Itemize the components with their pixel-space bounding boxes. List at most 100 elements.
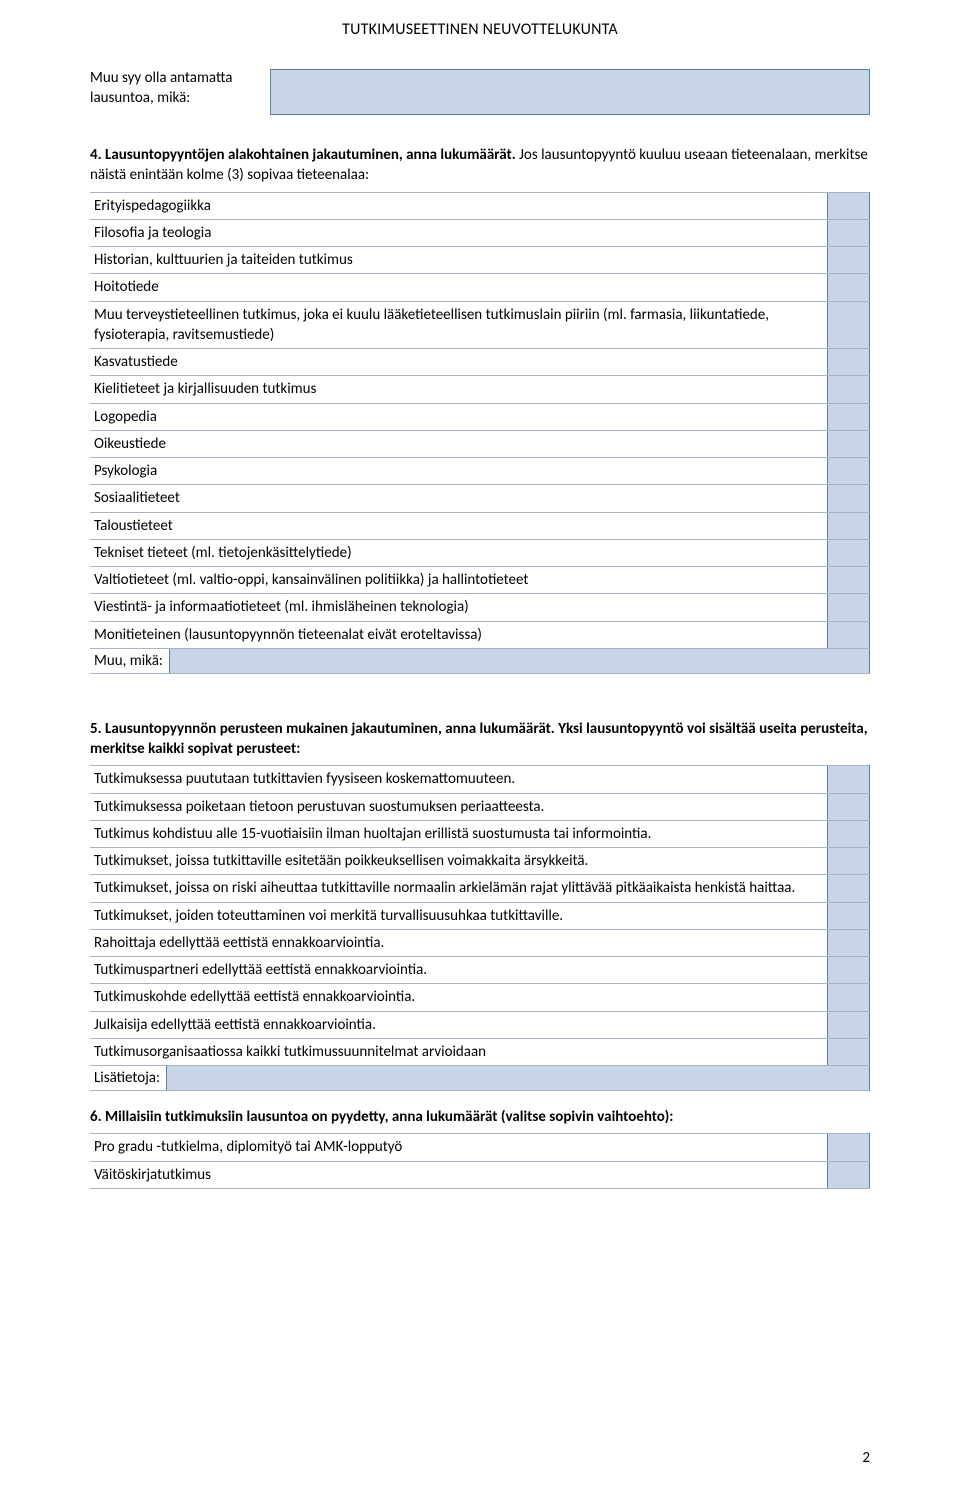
table-row: Julkaisija edellyttää eettistä ennakkoar… <box>90 1011 870 1038</box>
table-row: Tutkimusorganisaatiossa kaikki tutkimuss… <box>90 1038 870 1065</box>
section5-row-input[interactable] <box>828 1011 870 1038</box>
section5-row-label: Rahoittaja edellyttää eettistä ennakkoar… <box>90 929 828 956</box>
section5-info-row: Lisätietoja: <box>90 1066 870 1091</box>
section4-row-input[interactable] <box>828 247 870 274</box>
table-row: Tutkimus kohdistuu alle 15-vuotiaisiin i… <box>90 820 870 847</box>
table-row: Erityispedagogiikka <box>90 192 870 219</box>
section5-row-label: Tutkimusorganisaatiossa kaikki tutkimuss… <box>90 1038 828 1065</box>
section4-row-label: Hoitotiede <box>90 274 828 301</box>
table-row: Oikeustiede <box>90 430 870 457</box>
section5-row-input[interactable] <box>828 902 870 929</box>
section5-row-input[interactable] <box>828 1038 870 1065</box>
section5-table: Tutkimuksessa puututaan tutkittavien fyy… <box>90 765 870 1066</box>
section4-row-label: Valtiotieteet (ml. valtio-oppi, kansainv… <box>90 567 828 594</box>
section5-row-label: Tutkimus kohdistuu alle 15-vuotiaisiin i… <box>90 820 828 847</box>
section5-heading: 5. Lausuntopyynnön perusteen mukainen ja… <box>90 719 870 760</box>
page-header: TUTKIMUSEETTINEN NEUVOTTELUKUNTA <box>90 20 870 39</box>
section5-row-label: Tutkimukset, joiden toteuttaminen voi me… <box>90 902 828 929</box>
section5-row-input[interactable] <box>828 820 870 847</box>
other-reason-row: Muu syy olla antamatta lausuntoa, mikä: <box>90 69 870 115</box>
section5-info-label: Lisätietoja: <box>90 1066 166 1090</box>
section4-row-input[interactable] <box>828 219 870 246</box>
section5-row-input[interactable] <box>828 984 870 1011</box>
table-row: Monitieteinen (lausuntopyynnön tieteenal… <box>90 621 870 648</box>
table-row: Tekniset tieteet (ml. tietojenkäsittelyt… <box>90 539 870 566</box>
table-row: Tutkimuspartneri edellyttää eettistä enn… <box>90 957 870 984</box>
section4-row-label: Psykologia <box>90 458 828 485</box>
table-row: Rahoittaja edellyttää eettistä ennakkoar… <box>90 929 870 956</box>
section5-row-label: Tutkimuskohde edellyttää eettistä ennakk… <box>90 984 828 1011</box>
section4-row-input[interactable] <box>828 274 870 301</box>
section4-row-label: Monitieteinen (lausuntopyynnön tieteenal… <box>90 621 828 648</box>
section4-row-input[interactable] <box>828 403 870 430</box>
table-row: Muu terveystieteellinen tutkimus, joka e… <box>90 301 870 349</box>
section5-row-label: Tutkimuksessa puututaan tutkittavien fyy… <box>90 766 828 793</box>
table-row: Filosofia ja teologia <box>90 219 870 246</box>
section4-row-label: Kasvatustiede <box>90 349 828 376</box>
section4-heading: 4. Lausuntopyyntöjen alakohtainen jakaut… <box>90 145 870 186</box>
section4-other-input[interactable] <box>169 649 870 673</box>
section4-row-input[interactable] <box>828 485 870 512</box>
table-row: Kielitieteet ja kirjallisuuden tutkimus <box>90 376 870 403</box>
section4-row-label: Historian, kulttuurien ja taiteiden tutk… <box>90 247 828 274</box>
section4-other-label: Muu, mikä: <box>90 649 169 673</box>
section4-row-label: Kielitieteet ja kirjallisuuden tutkimus <box>90 376 828 403</box>
other-reason-label: Muu syy olla antamatta lausuntoa, mikä: <box>90 69 270 115</box>
table-row: Tutkimukset, joiden toteuttaminen voi me… <box>90 902 870 929</box>
section4-row-input[interactable] <box>828 349 870 376</box>
section4-row-input[interactable] <box>828 458 870 485</box>
table-row: Väitöskirjatutkimus <box>90 1161 870 1188</box>
section5-row-input[interactable] <box>828 875 870 902</box>
page-number: 2 <box>862 1449 870 1467</box>
section4-row-input[interactable] <box>828 594 870 621</box>
section5-row-input[interactable] <box>828 957 870 984</box>
table-row: Kasvatustiede <box>90 349 870 376</box>
other-reason-input[interactable] <box>270 69 870 115</box>
section4-row-label: Oikeustiede <box>90 430 828 457</box>
section4-row-label: Erityispedagogiikka <box>90 192 828 219</box>
section4-row-input[interactable] <box>828 376 870 403</box>
table-row: Tutkimuksessa puututaan tutkittavien fyy… <box>90 766 870 793</box>
section4-table: ErityispedagogiikkaFilosofia ja teologia… <box>90 192 870 649</box>
section4-row-label: Viestintä- ja informaatiotieteet (ml. ih… <box>90 594 828 621</box>
section6-heading: 6. Millaisiin tutkimuksiin lausuntoa on … <box>90 1107 870 1127</box>
section6-row-input[interactable] <box>828 1161 870 1188</box>
section5-info-input[interactable] <box>166 1066 870 1090</box>
section5-row-label: Julkaisija edellyttää eettistä ennakkoar… <box>90 1011 828 1038</box>
table-row: Historian, kulttuurien ja taiteiden tutk… <box>90 247 870 274</box>
section4-row-label: Sosiaalitieteet <box>90 485 828 512</box>
section4-other-row: Muu, mikä: <box>90 649 870 674</box>
section4-row-label: Logopedia <box>90 403 828 430</box>
table-row: Psykologia <box>90 458 870 485</box>
table-row: Logopedia <box>90 403 870 430</box>
section4-row-input[interactable] <box>828 301 870 349</box>
table-row: Tutkimukset, joissa tutkittaville esitet… <box>90 848 870 875</box>
section4-title: 4. Lausuntopyyntöjen alakohtainen jakaut… <box>90 146 516 164</box>
section6-row-label: Väitöskirjatutkimus <box>90 1161 828 1188</box>
table-row: Taloustieteet <box>90 512 870 539</box>
section5-row-input[interactable] <box>828 793 870 820</box>
section5-row-label: Tutkimuksessa poiketaan tietoon perustuv… <box>90 793 828 820</box>
section4-row-input[interactable] <box>828 192 870 219</box>
section5-row-input[interactable] <box>828 848 870 875</box>
section6-table: Pro gradu -tutkielma, diplomityö tai AMK… <box>90 1133 870 1189</box>
section5-row-input[interactable] <box>828 929 870 956</box>
section4-row-input[interactable] <box>828 621 870 648</box>
section5-row-label: Tutkimukset, joissa tutkittaville esitet… <box>90 848 828 875</box>
table-row: Sosiaalitieteet <box>90 485 870 512</box>
section4-row-label: Tekniset tieteet (ml. tietojenkäsittelyt… <box>90 539 828 566</box>
section6-row-label: Pro gradu -tutkielma, diplomityö tai AMK… <box>90 1134 828 1161</box>
section4-row-input[interactable] <box>828 567 870 594</box>
section6-row-input[interactable] <box>828 1134 870 1161</box>
section5-row-label: Tutkimukset, joissa on riski aiheuttaa t… <box>90 875 828 902</box>
section4-row-input[interactable] <box>828 539 870 566</box>
section4-row-input[interactable] <box>828 430 870 457</box>
table-row: Valtiotieteet (ml. valtio-oppi, kansainv… <box>90 567 870 594</box>
section5-row-input[interactable] <box>828 766 870 793</box>
table-row: Pro gradu -tutkielma, diplomityö tai AMK… <box>90 1134 870 1161</box>
table-row: Tutkimuksessa poiketaan tietoon perustuv… <box>90 793 870 820</box>
section4-row-input[interactable] <box>828 512 870 539</box>
section4-row-label: Taloustieteet <box>90 512 828 539</box>
table-row: Viestintä- ja informaatiotieteet (ml. ih… <box>90 594 870 621</box>
section5-row-label: Tutkimuspartneri edellyttää eettistä enn… <box>90 957 828 984</box>
